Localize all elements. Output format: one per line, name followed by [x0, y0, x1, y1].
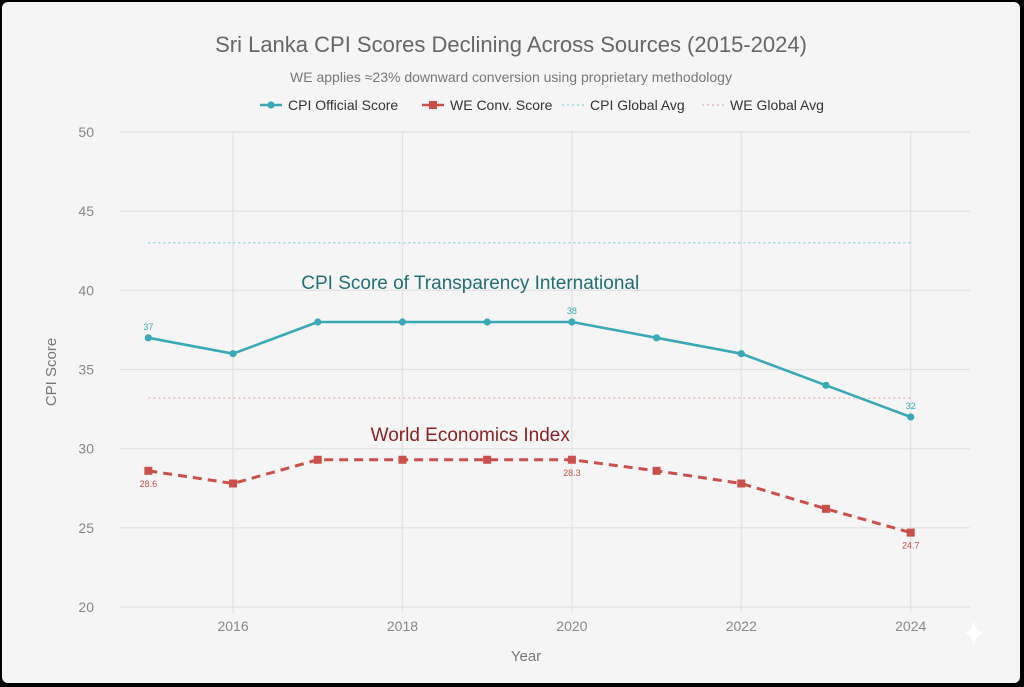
- y-tick-label: 35: [78, 362, 94, 378]
- data-point: [822, 381, 830, 389]
- data-point: [144, 466, 153, 475]
- legend-label: CPI Global Avg: [590, 97, 685, 113]
- x-tick-label: 2018: [387, 618, 418, 634]
- data-label: 32: [906, 401, 916, 411]
- data-point: [314, 318, 322, 326]
- y-tick-label: 20: [78, 599, 94, 615]
- data-label: 38: [567, 306, 577, 316]
- data-point: [229, 350, 237, 358]
- series-line: [148, 458, 912, 535]
- data-label: 28.3: [563, 468, 581, 478]
- data-point: [737, 479, 746, 488]
- annotation-text: World Economics Index: [371, 425, 571, 446]
- data-point: [144, 334, 152, 342]
- legend-label: CPI Official Score: [288, 97, 398, 113]
- y-tick-label: 30: [78, 441, 94, 457]
- legend-marker: [429, 101, 437, 109]
- x-tick-label: 2022: [726, 618, 757, 634]
- y-tick-label: 40: [78, 282, 94, 298]
- x-axis-title: Year: [511, 648, 541, 665]
- x-tick-label: 2020: [556, 618, 587, 634]
- y-tick-label: 50: [78, 124, 94, 140]
- data-point: [907, 413, 915, 421]
- data-point: [313, 455, 322, 464]
- legend-marker: [267, 101, 275, 109]
- data-point: [652, 466, 661, 475]
- data-labels: 37 38 32 28.6 28.3 24.7: [140, 306, 920, 551]
- data-point: [483, 455, 492, 464]
- data-point: [737, 350, 745, 358]
- data-point: [483, 318, 491, 326]
- y-tick-label: 45: [78, 203, 94, 219]
- legend-item: CPI Global Avg: [562, 97, 685, 113]
- data-label: 24.7: [902, 541, 920, 551]
- y-tick-label: 25: [78, 520, 94, 536]
- chart-title: Sri Lanka CPI Scores Declining Across So…: [215, 32, 807, 57]
- reference-lines: [148, 242, 911, 399]
- legend-item: WE Global Avg: [702, 97, 824, 113]
- x-tick-label: 2024: [895, 618, 926, 634]
- data-point: [398, 318, 407, 326]
- data-point: [652, 334, 661, 342]
- data-point: [822, 504, 830, 513]
- data-point: [568, 318, 576, 326]
- annotations: CPI Score of Transparency International W…: [301, 273, 639, 446]
- legend-label: WE Conv. Score: [450, 97, 553, 113]
- data-label: 37: [143, 322, 153, 332]
- sparkle-icon: [964, 619, 984, 647]
- chart-subtitle: WE applies ≈23% downward conversion usin…: [290, 69, 732, 85]
- data-point: [229, 479, 238, 488]
- data-point: [398, 455, 407, 464]
- annotation-text: CPI Score of Transparency International: [301, 273, 639, 294]
- data-point: [567, 455, 576, 464]
- y-axis-title: CPI Score: [43, 338, 60, 406]
- legend-item: CPI Official Score: [260, 97, 398, 113]
- legend-label: WE Global Avg: [730, 97, 824, 113]
- series-group: [144, 318, 915, 537]
- legend: CPI Official Score WE Conv. Score CPI Glob…: [260, 97, 824, 113]
- legend-item: WE Conv. Score: [422, 97, 553, 113]
- grid: 20 25 30 35 40 45 50 2016 2018 2020 2022 2024: [78, 124, 970, 634]
- series-line: [148, 320, 912, 419]
- data-point: [906, 528, 915, 537]
- x-tick-label: 2016: [217, 618, 248, 634]
- data-label: 28.6: [140, 479, 158, 489]
